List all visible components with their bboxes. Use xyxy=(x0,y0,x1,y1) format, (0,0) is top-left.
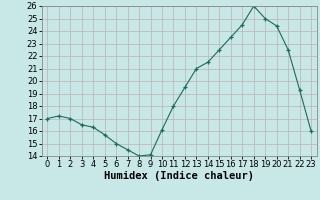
X-axis label: Humidex (Indice chaleur): Humidex (Indice chaleur) xyxy=(104,171,254,181)
